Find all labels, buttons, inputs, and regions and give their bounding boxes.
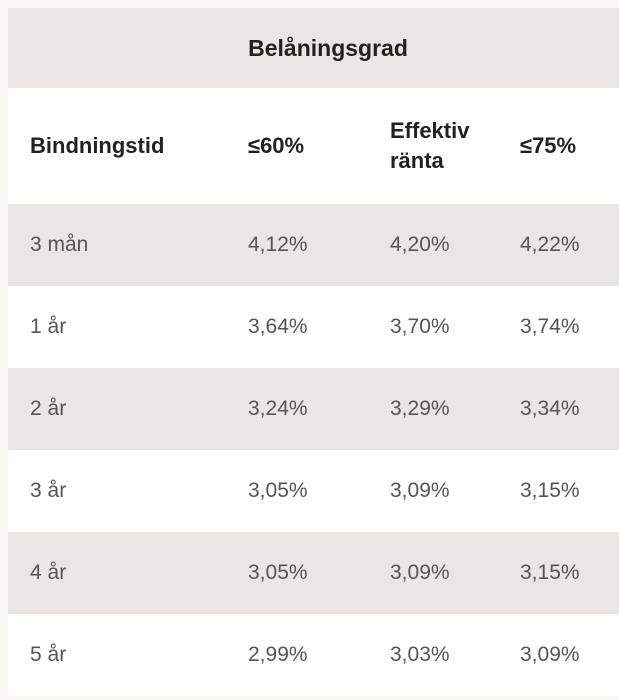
table-row: 3 mån 4,12% 4,20% 4,22%	[8, 204, 619, 286]
cell-effective: 3,03%	[368, 614, 498, 696]
cell-rate-60: 3,24%	[226, 368, 368, 450]
cell-rate-60: 2,99%	[226, 614, 368, 696]
cell-term: 3 mån	[8, 204, 226, 286]
interest-rate-table-container: Belåningsgrad Bindningstid ≤60% Effektiv…	[8, 8, 619, 700]
table-row: 5 år 2,99% 3,03% 3,09%	[8, 614, 619, 696]
table-row: 2 år 3,24% 3,29% 3,34%	[8, 368, 619, 450]
cell-rate-75: 3,74%	[498, 286, 619, 368]
cell-effective: 4,20%	[368, 204, 498, 286]
col-header-effektiv-ranta: Effektiv ränta	[368, 88, 498, 204]
cell-term: 4 år	[8, 532, 226, 614]
cell-rate-60: 3,64%	[226, 286, 368, 368]
table-row: 3 år 3,05% 3,09% 3,15%	[8, 450, 619, 532]
cell-rate-75: 3,15%	[498, 450, 619, 532]
cell-rate-75: 4,22%	[498, 204, 619, 286]
cell-effective: 3,29%	[368, 368, 498, 450]
col-header-bindningstid: Bindningstid	[8, 88, 226, 204]
cell-rate-75: 3,15%	[498, 532, 619, 614]
cell-effective: 3,09%	[368, 450, 498, 532]
interest-rate-table: Belåningsgrad Bindningstid ≤60% Effektiv…	[8, 8, 619, 696]
table-row: 4 år 3,05% 3,09% 3,15%	[8, 532, 619, 614]
table-title: Belåningsgrad	[8, 8, 619, 88]
cell-rate-75: 3,34%	[498, 368, 619, 450]
table-title-row: Belåningsgrad	[8, 8, 619, 88]
cell-rate-60: 3,05%	[226, 450, 368, 532]
cell-effective: 3,70%	[368, 286, 498, 368]
cell-rate-60: 4,12%	[226, 204, 368, 286]
cell-term: 2 år	[8, 368, 226, 450]
cell-term: 3 år	[8, 450, 226, 532]
cell-rate-60: 3,05%	[226, 532, 368, 614]
col-header-60: ≤60%	[226, 88, 368, 204]
table-row: 1 år 3,64% 3,70% 3,74%	[8, 286, 619, 368]
table-header-row: Bindningstid ≤60% Effektiv ränta ≤75%	[8, 88, 619, 204]
col-header-75: ≤75%	[498, 88, 619, 204]
cell-term: 1 år	[8, 286, 226, 368]
cell-rate-75: 3,09%	[498, 614, 619, 696]
cell-effective: 3,09%	[368, 532, 498, 614]
cell-term: 5 år	[8, 614, 226, 696]
